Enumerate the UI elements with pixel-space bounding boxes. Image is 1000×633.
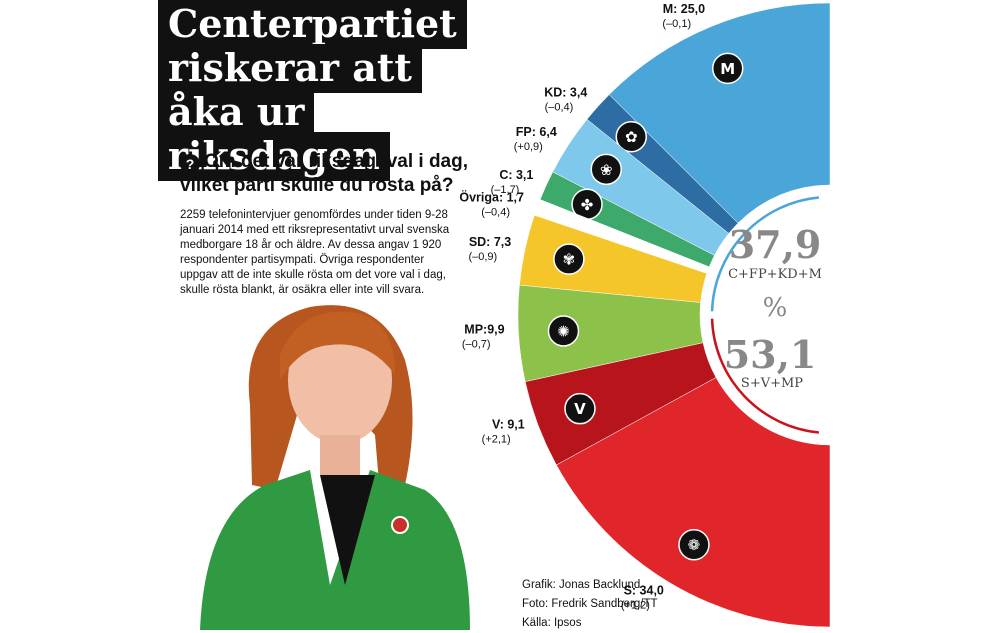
portrait-photo [200, 305, 470, 630]
slice-label: M: 25,0 [663, 2, 705, 16]
bloc-arc-left [710, 318, 820, 434]
credit-source: Källa: Ipsos [522, 617, 582, 629]
bloc-texts: 37,9C+FP+KD+M% 53,1S+V+MP [724, 222, 822, 391]
slice-label: KD: 3,4 [544, 85, 587, 99]
credit-graphic: Grafik: Jonas Backlund [522, 579, 641, 591]
slice-label: C: 3,1 [499, 168, 533, 182]
slice-label: FP: 6,4 [516, 125, 557, 139]
bloc-left-label: S+V+MP [741, 376, 803, 391]
portrait-top [320, 475, 375, 585]
svg-text:❁: ❁ [688, 536, 701, 554]
svg-text:❀: ❀ [600, 161, 613, 179]
dandelion-icon: ✺ [547, 315, 580, 347]
v-letter-icon: V [564, 392, 596, 425]
slice-change: (–0,4) [481, 207, 510, 219]
svg-text:✺: ✺ [557, 322, 570, 340]
bloc-arc-right [710, 196, 820, 312]
chart-labels: M: 25,0 (–0,1) KD: 3,4 (–0,4) FP: 6,4 (+0,9) C… [459, 2, 705, 612]
slice-label: SD: 7,3 [469, 235, 511, 249]
fp-lotus-icon: ❀ [590, 153, 622, 186]
slice-label: V: 9,1 [492, 417, 525, 431]
slice-change: (–1,7) [491, 184, 520, 196]
bloc-unit: % [763, 293, 788, 323]
svg-text:✿: ✿ [625, 128, 638, 146]
slice-1 [608, 2, 831, 224]
slice-change: (+1,2) [621, 600, 650, 612]
chart-slices: M ✿ ❀ ✤ ✾ ✺ V ❁ [517, 2, 831, 628]
slice-label: S: 34,0 [624, 584, 664, 598]
slice-change: (–0,9) [468, 251, 497, 263]
slice-9 [556, 377, 831, 628]
credit-photo: Foto: Fredrik Sandberg/TT [522, 598, 658, 610]
slice-change: (–0,7) [462, 338, 491, 350]
svg-text:✤: ✤ [581, 196, 594, 214]
bloc-right-value: 37,9 [729, 222, 822, 267]
portrait-badge [391, 516, 409, 534]
slice-change: (–0,4) [545, 101, 574, 113]
slice-change: (+0,9) [514, 141, 543, 153]
portrait-jacket [200, 470, 470, 630]
question-icon: ? [180, 154, 200, 174]
svg-text:✾: ✾ [563, 251, 576, 269]
question-text: Om det var riksdagsval i dag, vilket par… [180, 151, 468, 196]
sd-flower-icon: ✾ [553, 243, 585, 275]
method-text: 2259 telefonintervjuer genomfördes under… [180, 209, 450, 296]
slice-change: (+2,1) [482, 433, 511, 445]
headline: Centerpartiet riskerar att åka ur riksda… [158, 0, 498, 181]
svg-text:V: V [574, 400, 586, 418]
bloc-right-label: C+FP+KD+M [728, 267, 822, 282]
survey-question: ? Om det var riksdagsval i dag, vilket pa… [180, 150, 510, 198]
svg-text:M: M [720, 60, 735, 78]
rose-icon: ❁ [678, 528, 710, 561]
bloc-left-value: 53,1 [724, 332, 817, 377]
clover-icon: ✤ [571, 188, 603, 221]
slice-label: MP:9,9 [464, 322, 504, 336]
kd-flower-icon: ✿ [615, 120, 647, 153]
portrait-bangs [280, 311, 395, 380]
moderaterna-logo-icon: M [711, 52, 744, 85]
credits: Grafik: Jonas Backlund Foto: Fredrik San… [522, 576, 658, 633]
slice-label: Övriga: 1,7 [459, 190, 524, 205]
portrait-neck [320, 435, 360, 475]
slice-change: (–0,1) [662, 18, 691, 30]
